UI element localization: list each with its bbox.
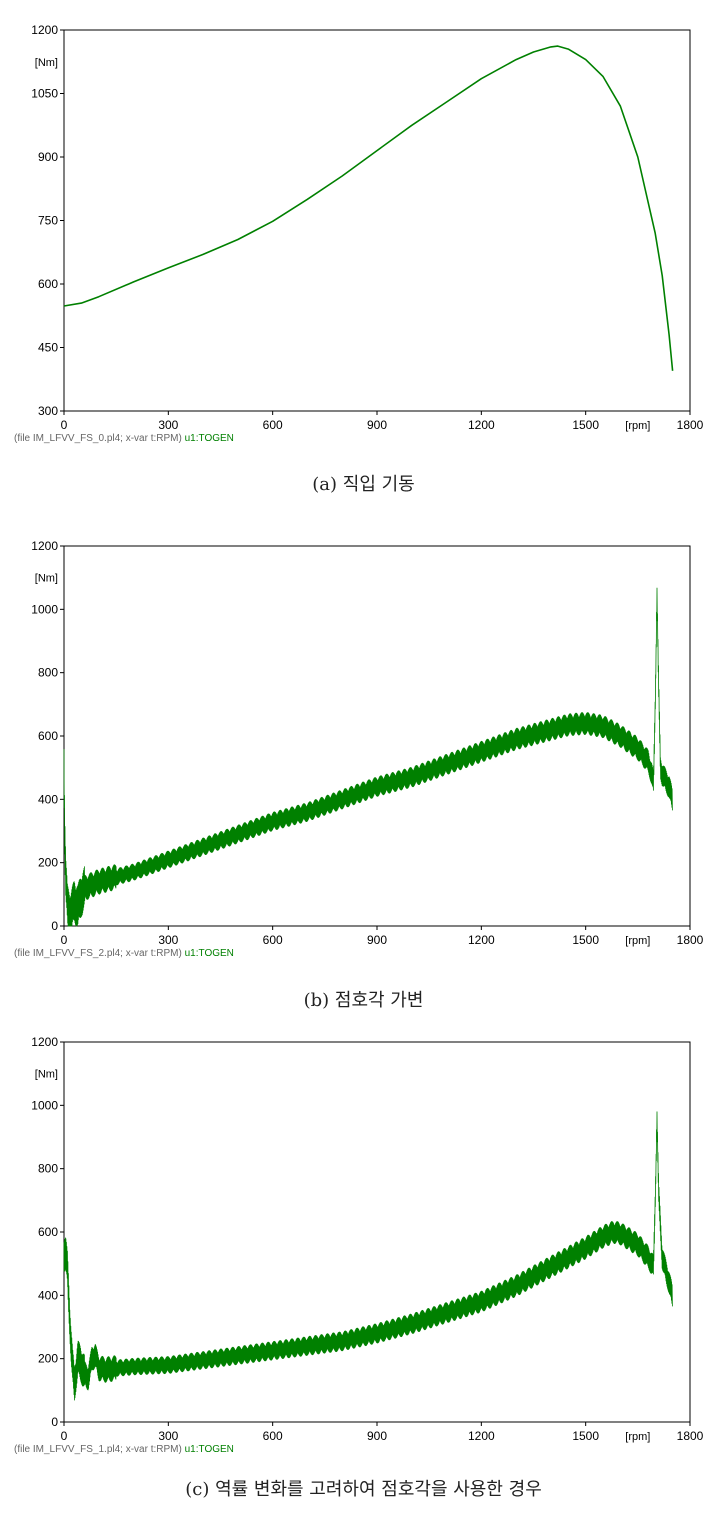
x-tick-label: 1500 xyxy=(572,418,599,432)
y-tick-label: 800 xyxy=(38,1162,58,1176)
x-tick-label: 1500 xyxy=(572,933,599,947)
footer-text: (file IM_LFVV_FS_0.pl4; x-var t:RPM) u1:… xyxy=(14,433,234,444)
chart-panel-b: 0 200 400 600 800 1000 1200 [Nm] 0 300 600 900 1200 1… xyxy=(0,506,727,1011)
x-tick-label: 900 xyxy=(367,933,387,947)
y-tick-label: 1200 xyxy=(31,1035,58,1049)
y-tick-label: 200 xyxy=(38,856,58,870)
y-tick-label: 400 xyxy=(38,792,58,806)
x-tick-label: 300 xyxy=(158,1429,178,1443)
y-tick-label: 400 xyxy=(38,1288,58,1302)
series-line-0 xyxy=(63,1111,673,1401)
footer-text: (file IM_LFVV_FS_1.pl4; x-var t:RPM) u1:… xyxy=(14,1444,234,1455)
caption-c: (c) 역률 변화를 고려하여 점호각을 사용한 경우 xyxy=(185,1479,542,1500)
y-tick-label: 900 xyxy=(38,150,58,164)
x-tick-label: 1800 xyxy=(677,933,704,947)
footer-variable: u1:TOGEN xyxy=(185,948,234,959)
y-tick-label: 0 xyxy=(51,919,58,933)
chart-panel-c: 0 200 400 600 800 1000 1200 [Nm] 0 300 600 900 1200 1… xyxy=(0,1012,727,1517)
y-tick-label: 750 xyxy=(38,214,58,228)
series-line-0 xyxy=(63,45,674,371)
y-tick-label: 600 xyxy=(38,1225,58,1239)
caption-b: (b) 점호각 가변 xyxy=(303,990,424,1011)
y-axis-unit: [Nm] xyxy=(35,57,58,69)
x-tick-label: 600 xyxy=(263,1429,283,1443)
x-tick-label: 300 xyxy=(158,418,178,432)
y-tick-label: 1200 xyxy=(31,23,58,37)
x-axis-unit: [rpm] xyxy=(625,1431,650,1443)
y-axis-unit: [Nm] xyxy=(35,1069,58,1081)
y-tick-label: 1000 xyxy=(31,602,58,616)
x-tick-label: 900 xyxy=(367,418,387,432)
x-tick-label: 1800 xyxy=(677,1429,704,1443)
x-tick-label: 0 xyxy=(61,933,68,947)
x-axis-unit: [rpm] xyxy=(625,420,650,432)
x-tick-label: 0 xyxy=(61,418,68,432)
x-tick-label: 1800 xyxy=(677,418,704,432)
footer-variable: u1:TOGEN xyxy=(185,433,234,444)
y-tick-label: 600 xyxy=(38,277,58,291)
y-tick-label: 0 xyxy=(51,1415,58,1429)
footer-text: (file IM_LFVV_FS_2.pl4; x-var t:RPM) u1:… xyxy=(14,948,234,959)
x-tick-label: 1200 xyxy=(468,933,495,947)
footer-file: (file IM_LFVV_FS_1.pl4; x-var t:RPM) xyxy=(14,1444,185,1455)
x-tick-label: 1200 xyxy=(468,1429,495,1443)
y-tick-label: 800 xyxy=(38,666,58,680)
chart-panel-a: 300 450 600 750 900 1050 1200 [Nm] 0 300 600 900 120… xyxy=(0,0,727,505)
y-tick-label: 300 xyxy=(38,404,58,418)
series-line-0 xyxy=(63,587,673,927)
x-axis-unit: [rpm] xyxy=(625,935,650,947)
y-tick-label: 1000 xyxy=(31,1098,58,1112)
footer-file: (file IM_LFVV_FS_0.pl4; x-var t:RPM) xyxy=(14,433,185,444)
plot-frame xyxy=(63,29,691,412)
x-tick-label: 0 xyxy=(61,1429,68,1443)
x-tick-label: 1500 xyxy=(572,1429,599,1443)
chart-c: 0 200 400 600 800 1000 1200 [Nm] 0 300 600 900 1200 1… xyxy=(14,1035,704,1455)
x-tick-label: 600 xyxy=(263,418,283,432)
y-tick-label: 200 xyxy=(38,1352,58,1366)
footer-file: (file IM_LFVV_FS_2.pl4; x-var t:RPM) xyxy=(14,948,185,959)
x-tick-label: 600 xyxy=(263,933,283,947)
y-tick-label: 1050 xyxy=(31,87,58,101)
chart-b: 0 200 400 600 800 1000 1200 [Nm] 0 300 600 900 1200 1… xyxy=(14,539,704,959)
y-tick-label: 600 xyxy=(38,729,58,743)
y-tick-label: 450 xyxy=(38,341,58,355)
footer-variable: u1:TOGEN xyxy=(185,1444,234,1455)
x-tick-label: 900 xyxy=(367,1429,387,1443)
x-tick-label: 1200 xyxy=(468,418,495,432)
y-tick-label: 1200 xyxy=(31,539,58,553)
y-axis-unit: [Nm] xyxy=(35,573,58,585)
caption-a: (a) 직입 기동 xyxy=(312,474,415,495)
x-tick-label: 300 xyxy=(158,933,178,947)
